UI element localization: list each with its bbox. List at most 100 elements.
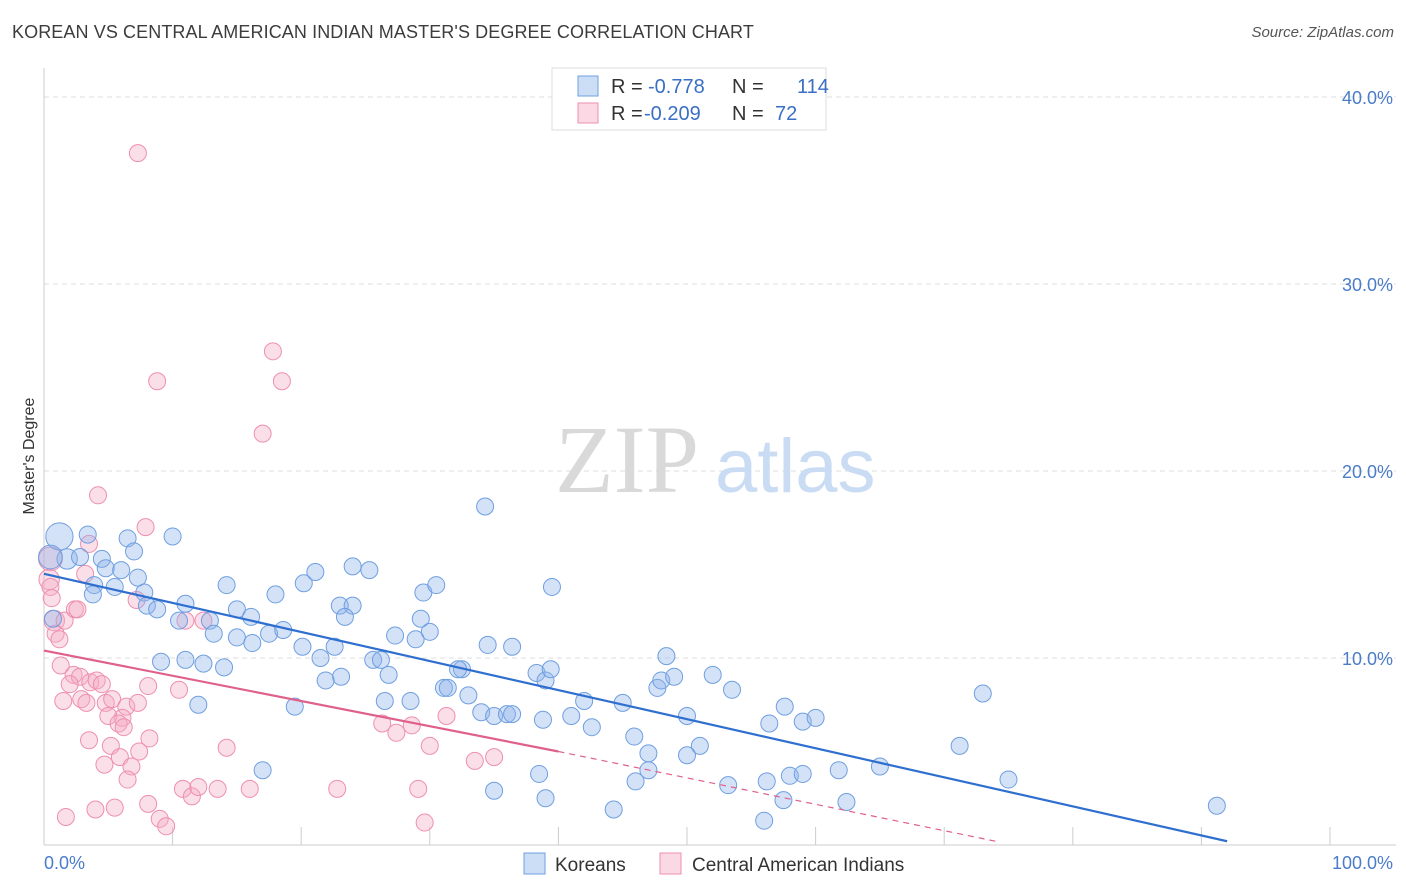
point-central-american-indians <box>86 800 105 819</box>
point-koreans <box>78 525 97 544</box>
legend-r-value: -0.778 <box>648 76 705 98</box>
point-central-american-indians <box>130 742 149 761</box>
point-central-american-indians <box>77 693 96 712</box>
y-tick-label: 30.0% <box>1342 275 1393 295</box>
point-central-american-indians <box>420 736 439 755</box>
legend-row-koreans: R = -0.778 N = 114 <box>577 75 829 98</box>
series-koreans <box>38 497 1226 830</box>
point-koreans <box>829 761 848 780</box>
watermark-atlas: atlas <box>715 424 876 509</box>
point-koreans <box>503 637 522 656</box>
point-central-american-indians <box>173 779 192 798</box>
point-koreans <box>665 667 684 686</box>
point-koreans <box>427 576 446 595</box>
legend-n-label: N = <box>732 103 764 125</box>
point-koreans <box>204 624 223 643</box>
point-koreans <box>723 680 742 699</box>
point-koreans <box>625 727 644 746</box>
trend-line-koreans <box>43 572 1228 843</box>
point-koreans <box>364 650 383 669</box>
point-koreans <box>215 658 234 677</box>
point-central-american-indians <box>328 779 347 798</box>
point-koreans <box>128 568 147 587</box>
point-koreans <box>45 522 74 551</box>
point-central-american-indians <box>150 809 169 828</box>
point-koreans <box>112 561 131 580</box>
point-koreans <box>217 576 236 595</box>
point-koreans <box>678 706 696 725</box>
point-koreans <box>401 692 420 711</box>
watermark-zip: ZIP <box>555 406 699 513</box>
point-central-american-indians <box>89 486 108 505</box>
point-koreans <box>626 772 645 791</box>
point-central-american-indians <box>240 779 259 798</box>
point-koreans <box>44 609 63 628</box>
point-central-american-indians <box>50 630 69 649</box>
point-central-american-indians <box>128 144 147 163</box>
point-koreans <box>950 736 969 755</box>
point-koreans <box>438 678 457 697</box>
point-koreans <box>335 607 354 626</box>
point-koreans <box>285 697 304 716</box>
point-koreans <box>266 585 285 604</box>
point-koreans <box>105 577 124 596</box>
point-koreans <box>497 705 516 724</box>
point-central-american-indians <box>117 697 136 716</box>
point-koreans <box>703 665 722 684</box>
point-koreans <box>360 561 379 580</box>
point-koreans <box>371 650 390 669</box>
legend-n-label: N = <box>732 76 764 98</box>
point-central-american-indians <box>182 787 201 806</box>
point-koreans <box>999 770 1018 789</box>
point-koreans <box>332 667 351 686</box>
point-koreans <box>837 792 856 811</box>
point-koreans <box>343 557 362 576</box>
point-central-american-indians <box>139 794 158 813</box>
point-central-american-indians <box>71 667 90 686</box>
point-central-american-indians <box>55 611 74 630</box>
point-koreans <box>83 585 102 604</box>
legend-r-label: R = <box>611 103 643 125</box>
point-koreans <box>375 692 394 711</box>
point-central-american-indians <box>56 807 75 826</box>
point-koreans <box>533 710 552 729</box>
point-central-american-indians <box>437 706 456 725</box>
legend-swatch-central-american-indians <box>577 102 599 124</box>
grid-lines <box>44 96 1396 659</box>
point-koreans <box>411 609 430 628</box>
point-koreans <box>476 497 495 516</box>
point-koreans <box>503 705 522 724</box>
point-central-american-indians <box>402 716 421 735</box>
trend-line-extension-central-american-indians <box>558 750 996 842</box>
point-central-american-indians <box>118 770 137 789</box>
point-central-american-indians <box>92 675 111 694</box>
point-central-american-indians <box>373 714 392 733</box>
chart-title: KOREAN VS CENTRAL AMERICAN INDIAN MASTER… <box>12 22 754 42</box>
point-koreans <box>536 789 555 808</box>
point-koreans <box>541 660 560 679</box>
tick-labels: 10.0% 20.0% 30.0% 40.0% 0.0% 100.0% <box>44 88 1393 873</box>
point-central-american-indians <box>136 518 155 537</box>
x-tick-label: 100.0% <box>1332 853 1393 873</box>
trend-lines <box>43 572 1228 843</box>
bottom-legend-swatch-central-american-indians <box>659 852 682 875</box>
point-koreans <box>386 626 405 645</box>
point-koreans <box>485 781 504 800</box>
point-koreans <box>118 529 137 548</box>
x-tick-label: 0.0% <box>44 853 85 873</box>
point-central-american-indians <box>140 729 159 748</box>
point-koreans <box>194 654 213 673</box>
point-koreans <box>163 527 182 546</box>
point-central-american-indians <box>114 718 133 737</box>
point-koreans <box>604 800 623 819</box>
point-koreans <box>536 671 555 690</box>
point-koreans <box>227 628 246 647</box>
point-central-american-indians <box>189 778 208 797</box>
point-koreans <box>657 647 676 666</box>
point-koreans <box>542 577 561 596</box>
point-koreans <box>38 544 63 570</box>
point-central-american-indians <box>253 424 272 443</box>
chart-source: Source: ZipAtlas.com <box>1251 24 1394 41</box>
point-central-american-indians <box>170 680 189 699</box>
point-koreans <box>434 678 453 697</box>
